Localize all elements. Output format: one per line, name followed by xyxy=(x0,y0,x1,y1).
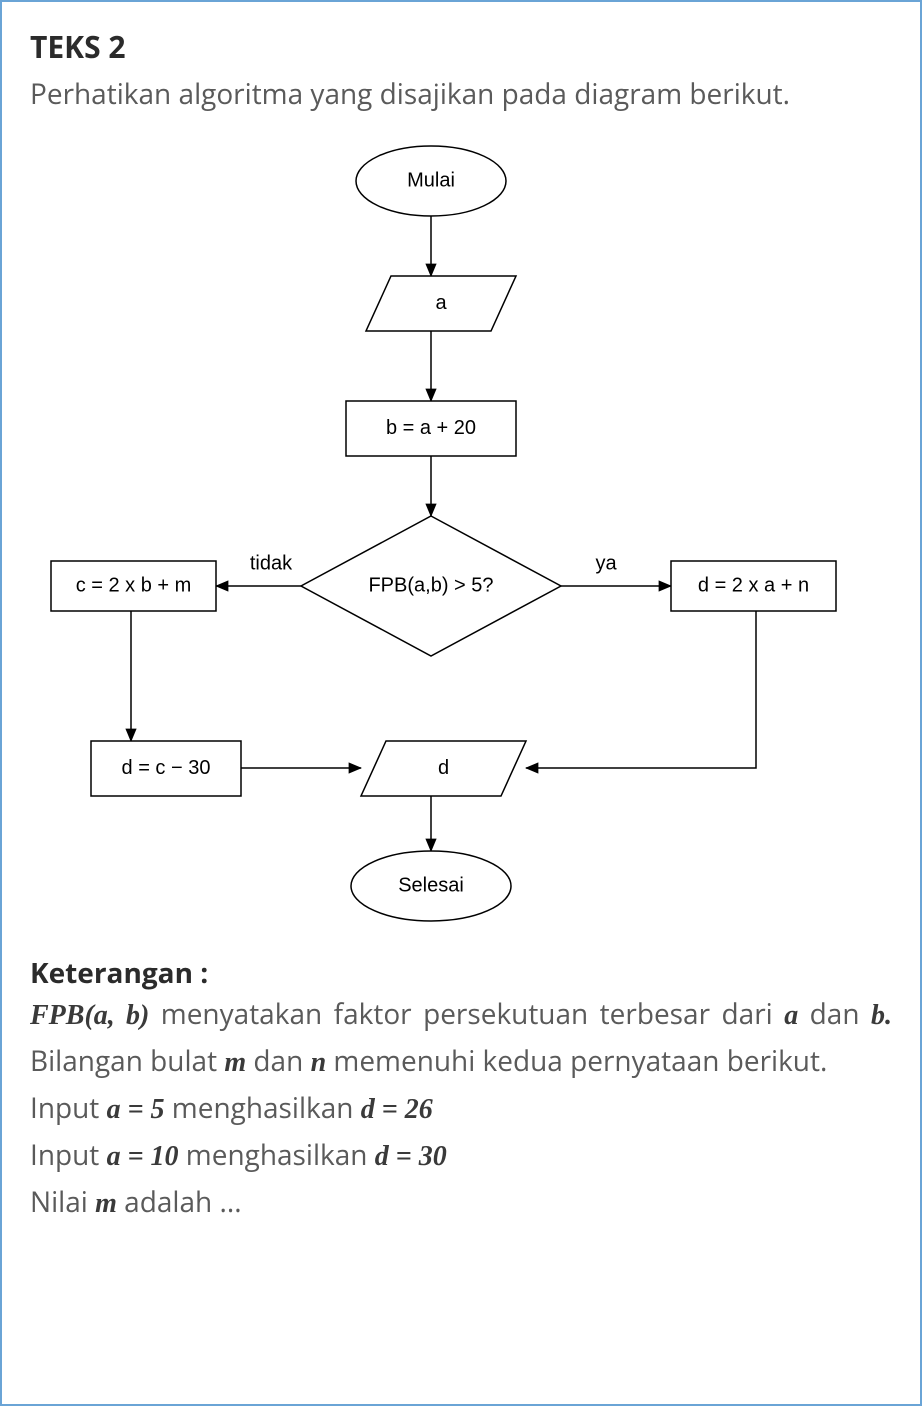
desc-prefix: menyatakan faktor persekutuan terbesar d… xyxy=(149,995,784,1033)
page-container: TEKS 2 Perhatikan algoritma yang disajik… xyxy=(0,0,922,1406)
var-m: m xyxy=(224,1047,246,1078)
fpb-label: FPB(a, b) xyxy=(30,1000,149,1031)
keterangan-heading: Keterangan : xyxy=(30,954,892,992)
svg-text:d: d xyxy=(438,757,449,779)
ask-var: m xyxy=(95,1188,117,1219)
intro-text: Perhatikan algoritma yang disajikan pada… xyxy=(30,73,892,116)
flow-node-start: Mulai xyxy=(356,146,506,216)
flowchart-wrap: tidak ya Mulai a b = a + 20 FPB(a,b) > 5? c =… xyxy=(30,126,892,946)
l2-mid: menghasilkan xyxy=(179,1136,375,1174)
flow-edge-proc_dn-out_d xyxy=(526,611,756,768)
l1-eq1: a = 5 xyxy=(107,1094,165,1125)
flow-node-in_a: a xyxy=(366,276,516,331)
l2-eq1: a = 10 xyxy=(107,1141,179,1172)
flow-node-end: Selesai xyxy=(351,851,511,921)
l1-eq2: d = 26 xyxy=(361,1094,433,1125)
svg-text:a: a xyxy=(435,292,447,314)
flow-edge-label-ya: ya xyxy=(595,553,617,575)
flow-node-proc_b: b = a + 20 xyxy=(346,401,516,456)
ask-pre: Nilai xyxy=(30,1183,95,1221)
section-heading: TEKS 2 xyxy=(30,26,892,67)
flowchart-svg: tidak ya Mulai a b = a + 20 FPB(a,b) > 5? c =… xyxy=(31,126,891,946)
flow-node-proc_dc: d = c − 30 xyxy=(91,741,241,796)
question-line: Nilai m adalah ... xyxy=(30,1180,892,1227)
svg-text:c = 2 x b + m: c = 2 x b + m xyxy=(76,575,192,597)
svg-text:Mulai: Mulai xyxy=(407,170,455,192)
given-line-1: Input a = 5 menghasilkan d = 26 xyxy=(30,1086,892,1133)
l2-pre: Input xyxy=(30,1136,107,1174)
flow-node-out_d: d xyxy=(361,741,526,796)
svg-text:FPB(a,b) > 5?: FPB(a,b) > 5? xyxy=(368,575,493,597)
given-line-2: Input a = 10 menghasilkan d = 30 xyxy=(30,1133,892,1180)
keterangan-desc: FPB(a, b) menyatakan faktor persekutuan … xyxy=(30,992,892,1086)
l2-eq2: d = 30 xyxy=(375,1141,447,1172)
flow-node-proc_c: c = 2 x b + m xyxy=(51,561,216,611)
flow-edge-label-tidak: tidak xyxy=(250,553,293,575)
svg-text:d = 2 x a + n: d = 2 x a + n xyxy=(698,575,809,597)
l1-mid: menghasilkan xyxy=(165,1089,361,1127)
svg-text:b = a + 20: b = a + 20 xyxy=(386,417,476,439)
flow-node-proc_dn: d = 2 x a + n xyxy=(671,561,836,611)
desc-mid3: dan xyxy=(246,1042,310,1080)
var-b: b. xyxy=(871,1000,892,1031)
var-a: a xyxy=(784,1000,798,1031)
desc-suffix: memenuhi kedua pernyataan berikut. xyxy=(326,1042,827,1080)
svg-text:d = c − 30: d = c − 30 xyxy=(122,757,211,779)
flow-node-dec: FPB(a,b) > 5? xyxy=(301,516,561,656)
nodes-layer: Mulai a b = a + 20 FPB(a,b) > 5? c = 2 x b +… xyxy=(51,146,836,921)
var-n: n xyxy=(311,1047,327,1078)
svg-text:Selesai: Selesai xyxy=(398,875,464,897)
l1-pre: Input xyxy=(30,1089,107,1127)
desc-mid1: dan xyxy=(798,995,871,1033)
ask-post: adalah ... xyxy=(117,1183,242,1221)
desc-mid2: Bilangan bulat xyxy=(30,1042,224,1080)
